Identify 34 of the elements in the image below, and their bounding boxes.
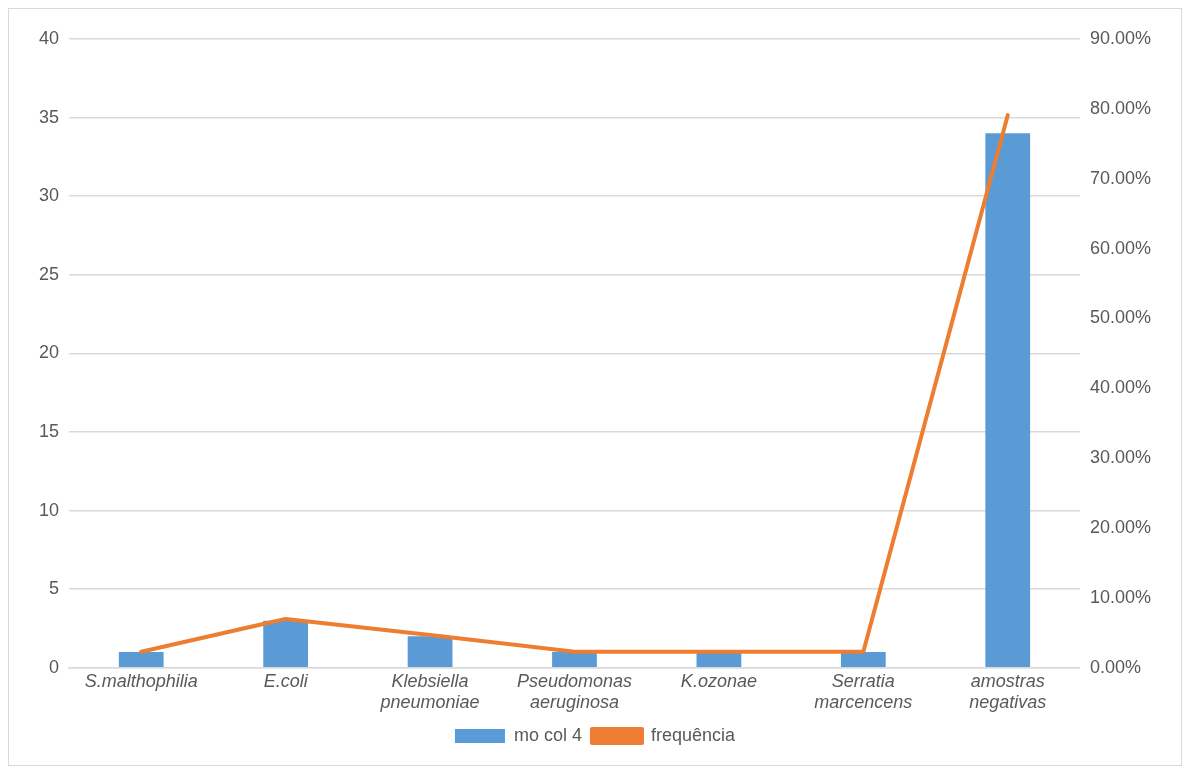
y-tick-label: 10 (38, 499, 60, 520)
y2-tick-label: 0.00% (1089, 656, 1141, 677)
y2-tick-label: 20.00% (1089, 517, 1152, 538)
bar (407, 636, 453, 668)
y2-tick-label: 40.00% (1089, 377, 1152, 398)
y2-tick-label: 60.00% (1089, 237, 1152, 258)
y2-tick-label: 50.00% (1089, 307, 1152, 328)
y2-tick-label: 70.00% (1089, 167, 1152, 188)
bar (118, 652, 164, 668)
x-tick-label: Pseudomonas aeruginosa (516, 670, 633, 713)
bar (263, 620, 309, 668)
y2-tick-label: 80.00% (1089, 97, 1152, 118)
y-tick-label: 20 (38, 342, 60, 363)
y-tick-label: 35 (38, 106, 60, 127)
y-tick-label: 25 (38, 263, 60, 284)
bar (840, 652, 886, 668)
legend-label: mo col 4 (513, 724, 582, 745)
y-tick-label: 30 (38, 185, 60, 206)
x-tick-label: K.ozonae (680, 670, 757, 691)
x-tick-label: S.malthophilia (84, 670, 198, 691)
y-tick-label: 5 (49, 578, 60, 599)
y2-tick-label: 30.00% (1089, 447, 1152, 468)
y2-tick-label: 90.00% (1089, 27, 1152, 48)
legend-label: frequência (650, 724, 737, 745)
bar (985, 133, 1031, 668)
y-tick-label: 40 (38, 27, 60, 48)
x-tick-label: amostras negativas (969, 670, 1047, 713)
x-tick-label: Serratia marcencens (814, 670, 913, 713)
y2-tick-label: 10.00% (1089, 586, 1152, 607)
bar (552, 652, 597, 668)
y-tick-label: 15 (38, 420, 60, 441)
x-tick-label: E.coli (263, 670, 309, 691)
y-tick-label: 0 (49, 656, 60, 677)
x-tick-label: Klebsiella pneumoniae (379, 670, 480, 713)
